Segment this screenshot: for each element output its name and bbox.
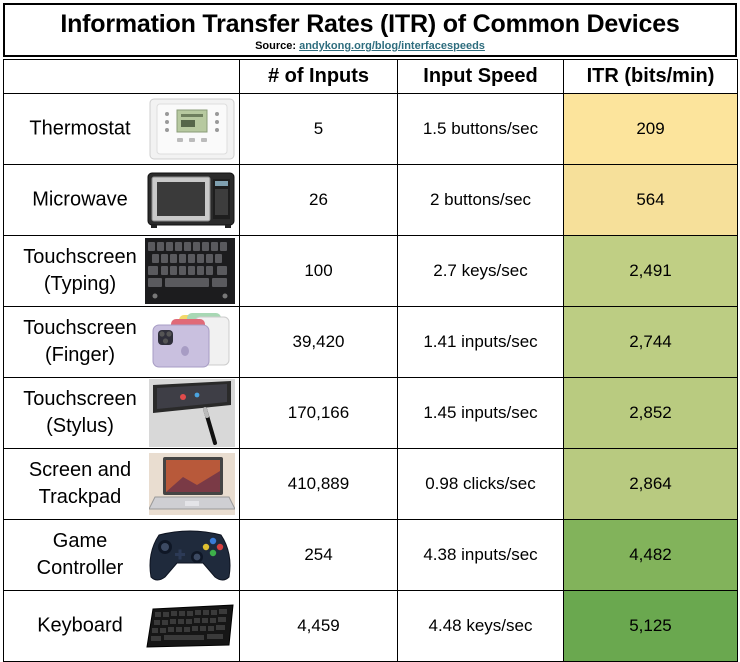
itr-cell: 564: [563, 164, 738, 236]
table-row: Touchscreen (Typing) 100 2.7 keys/sec: [3, 235, 738, 307]
smartphones-icon: [152, 313, 230, 368]
source-label: Source:: [255, 40, 297, 52]
speed-cell: 2 buttons/sec: [397, 164, 564, 236]
inputs-cell: 5: [239, 93, 398, 165]
itr-cell: 209: [563, 93, 738, 165]
laptop-icon: [149, 453, 235, 515]
inputs-cell: 26: [239, 164, 398, 236]
device-cell: Touchscreen (Finger): [3, 306, 240, 378]
inputs-cell: 39,420: [239, 306, 398, 378]
table-row: Game Controller 254 4.38 inputs/sec: [3, 519, 738, 591]
phone-keyboard-icon: [145, 238, 235, 304]
inputs-cell: 170,166: [239, 377, 398, 449]
device-cell: Thermostat: [3, 93, 240, 165]
header-inputs: # of Inputs: [239, 59, 398, 94]
header-speed: Input Speed: [397, 59, 564, 94]
device-cell: Touchscreen (Stylus): [3, 377, 240, 449]
device-cell: Microwave: [3, 164, 240, 236]
table-row: Microwave 26 2 buttons/sec 564: [3, 164, 738, 236]
title-box: Information Transfer Rates (ITR) of Comm…: [3, 3, 737, 57]
source-link[interactable]: andykong.org/blog/interfacespeeds: [299, 40, 485, 52]
device-name: Touchscreen (Finger): [23, 317, 137, 366]
infographic: Information Transfer Rates (ITR) of Comm…: [3, 3, 738, 662]
speed-cell: 1.45 inputs/sec: [397, 377, 564, 449]
table-row: Screen and Trackpad 410,889 0.98 clicks/…: [3, 448, 738, 520]
device-cell: Screen and Trackpad: [3, 448, 240, 520]
itr-cell: 5,125: [563, 590, 738, 662]
device-name: Microwave: [32, 188, 128, 211]
speed-cell: 4.38 inputs/sec: [397, 519, 564, 591]
inputs-cell: 4,459: [239, 590, 398, 662]
microwave-icon: [147, 172, 235, 228]
inputs-cell: 410,889: [239, 448, 398, 520]
speed-cell: 2.7 keys/sec: [397, 235, 564, 307]
speed-cell: 1.41 inputs/sec: [397, 306, 564, 378]
table-row: Thermostat 5 1.5 buttons/sec 209: [3, 93, 738, 165]
device-cell: Touchscreen (Typing): [3, 235, 240, 307]
page-title: Information Transfer Rates (ITR) of Comm…: [60, 10, 680, 38]
device-name: Keyboard: [37, 614, 123, 637]
table-row: Keyboard 4,459 4.48 keys/sec 5,125: [3, 590, 738, 662]
header-row: # of Inputs Input Speed ITR (bits/min): [3, 59, 738, 94]
device-name: Thermostat: [29, 117, 131, 140]
gamepad-icon: [149, 530, 231, 581]
table-row: Touchscreen (Finger) 39,420 1.41 inputs/…: [3, 306, 738, 378]
itr-table: # of Inputs Input Speed ITR (bits/min) T…: [3, 59, 738, 662]
thermostat-icon: [149, 98, 235, 160]
table-row: Touchscreen (Stylus) 170,166 1.45 inputs…: [3, 377, 738, 449]
device-name: Screen and Trackpad: [28, 459, 132, 508]
device-name: Game Controller: [36, 530, 124, 579]
itr-cell: 2,491: [563, 235, 738, 307]
speed-cell: 0.98 clicks/sec: [397, 448, 564, 520]
itr-cell: 2,864: [563, 448, 738, 520]
device-cell: Keyboard: [3, 590, 240, 662]
device-name: Touchscreen (Stylus): [23, 388, 137, 437]
tablet-stylus-icon: [149, 379, 235, 447]
keyboard-icon: [146, 604, 234, 648]
inputs-cell: 100: [239, 235, 398, 307]
inputs-cell: 254: [239, 519, 398, 591]
device-name: Touchscreen (Typing): [23, 246, 137, 295]
header-itr: ITR (bits/min): [563, 59, 738, 94]
speed-cell: 1.5 buttons/sec: [397, 93, 564, 165]
source-line: Source: andykong.org/blog/interfacespeed…: [5, 39, 735, 53]
itr-cell: 2,744: [563, 306, 738, 378]
header-device: [3, 59, 240, 94]
speed-cell: 4.48 keys/sec: [397, 590, 564, 662]
device-cell: Game Controller: [3, 519, 240, 591]
itr-cell: 4,482: [563, 519, 738, 591]
itr-cell: 2,852: [563, 377, 738, 449]
